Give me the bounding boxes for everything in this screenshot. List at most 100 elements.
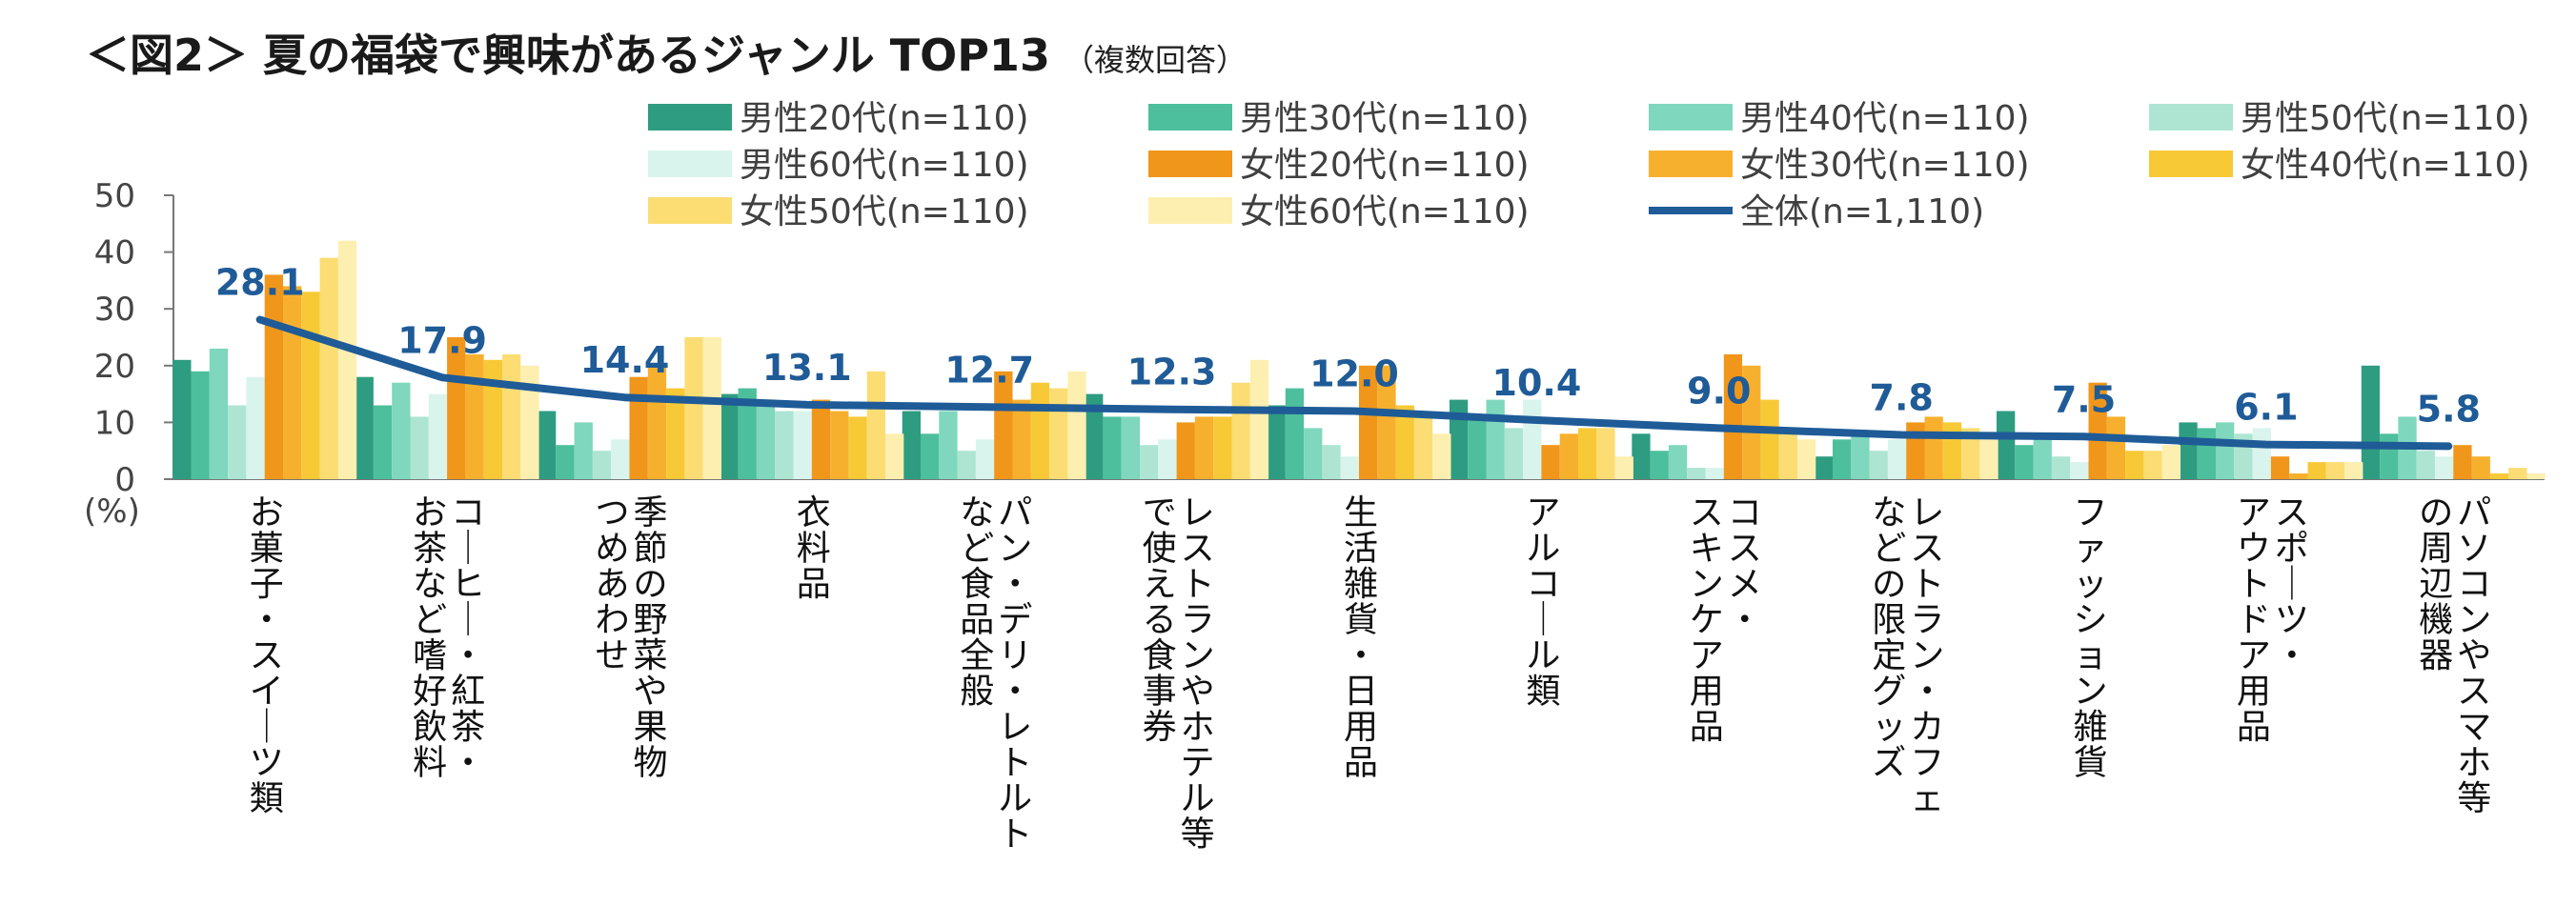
- category-label-char: ア: [1690, 636, 1724, 675]
- bar: [410, 416, 429, 479]
- category-label-char: キ: [1690, 530, 1724, 569]
- bar: [1797, 439, 1816, 479]
- category-label-char: ｜: [2275, 565, 2309, 604]
- bar: [939, 411, 958, 479]
- bar: [2216, 422, 2235, 479]
- bar: [1340, 456, 1359, 479]
- category-label-char: 食: [960, 565, 994, 604]
- bar: [2088, 382, 2107, 479]
- bar: [483, 359, 502, 479]
- category-label-char: ツ: [2275, 601, 2309, 640]
- bar: [1578, 428, 1597, 479]
- bar: [1103, 416, 1122, 479]
- category-label-char: ・: [998, 565, 1032, 604]
- category-label-char: ン: [2457, 601, 2491, 640]
- bar: [1504, 428, 1524, 479]
- bar: [1231, 382, 1250, 479]
- category-label-char: ス: [2275, 493, 2309, 533]
- bar: [2361, 365, 2381, 479]
- bar: [1833, 439, 1852, 479]
- bar: [1869, 451, 1888, 479]
- category-label-char: 品: [960, 601, 994, 640]
- bar: [172, 359, 192, 479]
- bar: [2197, 428, 2216, 479]
- category-label-char: の: [633, 565, 667, 604]
- category-label-char: や: [1181, 673, 1215, 712]
- bar: [1267, 405, 1286, 479]
- category-label-char: レ: [1910, 493, 1944, 533]
- data-label: 14.4: [580, 339, 670, 381]
- bar: [556, 445, 575, 479]
- bar: [1213, 416, 1232, 479]
- bar: [1887, 439, 1907, 479]
- bar: [2015, 445, 2034, 479]
- category-label-char: ・: [2275, 636, 2309, 675]
- bar: [1140, 445, 1159, 479]
- bar: [283, 286, 302, 479]
- category-label-char: わ: [595, 601, 629, 640]
- bar: [1049, 388, 1068, 479]
- bar: [666, 388, 685, 479]
- legend-swatch: [1649, 151, 1733, 177]
- bar: [2380, 433, 2399, 479]
- bar: [246, 376, 265, 479]
- category-label-char: な: [413, 565, 447, 604]
- bar: [1432, 433, 1451, 479]
- bar: [611, 439, 630, 479]
- category-label-char: パ: [2457, 493, 2491, 533]
- data-label: 12.7: [944, 349, 1034, 391]
- chart-subtitle: （複数回答）: [1063, 42, 1247, 78]
- bar: [957, 451, 976, 479]
- bar: [793, 411, 812, 479]
- category-label-char: ン: [2073, 673, 2107, 712]
- bar: [1668, 445, 1688, 479]
- bar: [2270, 456, 2290, 479]
- bar: [1723, 353, 1743, 479]
- category-label-char: お: [250, 493, 284, 533]
- category-label-char: ど: [1872, 530, 1906, 569]
- category-label-char: ホ: [1181, 708, 1215, 747]
- y-tick-label: 50: [94, 177, 135, 215]
- bar: [1158, 439, 1177, 479]
- legend-label: 女性20代(n=110): [1240, 146, 1530, 185]
- category-label-char: ど: [413, 601, 447, 640]
- bar: [520, 365, 539, 479]
- data-label: 10.4: [1492, 362, 1582, 404]
- category-label-char: イ: [250, 673, 284, 712]
- category-label-char: テ: [1181, 744, 1215, 783]
- bar: [319, 257, 338, 479]
- category-label-char: コ: [1728, 493, 1762, 533]
- bar: [1906, 422, 1925, 479]
- category-label-char: 料: [797, 530, 831, 569]
- bar: [2453, 445, 2472, 479]
- category-label-char: 料: [413, 744, 447, 783]
- bar: [866, 371, 885, 479]
- bar: [373, 405, 393, 479]
- bar: [1742, 365, 1761, 479]
- legend-label: 男性20代(n=110): [740, 99, 1029, 138]
- bar: [465, 353, 484, 479]
- category-label-char: フ: [1910, 744, 1944, 783]
- category-label-char: ン: [1910, 636, 1944, 675]
- bar: [2125, 451, 2144, 479]
- y-tick-label: 10: [94, 404, 135, 442]
- bar: [1687, 468, 1706, 479]
- category-label-char: フ: [2073, 493, 2107, 533]
- legend-swatch: [1148, 151, 1232, 177]
- data-label: 12.3: [1127, 352, 1217, 393]
- category-label-char: つ: [595, 493, 629, 533]
- bar: [1012, 399, 1031, 479]
- category-label-char: ラ: [1910, 601, 1944, 640]
- category-label-char: ツ: [250, 744, 284, 783]
- category-label-char: ン: [1690, 565, 1724, 604]
- data-label: 6.1: [2234, 387, 2298, 429]
- bar: [1979, 439, 1998, 479]
- bar: [1304, 428, 1323, 479]
- bar: [228, 405, 247, 479]
- category-label-char: 菜: [633, 636, 667, 675]
- category-label-char: 菓: [250, 530, 284, 569]
- bar: [2471, 456, 2490, 479]
- bar: [2489, 473, 2509, 479]
- category-label-char: 衣: [797, 493, 831, 533]
- bar: [1596, 428, 1615, 479]
